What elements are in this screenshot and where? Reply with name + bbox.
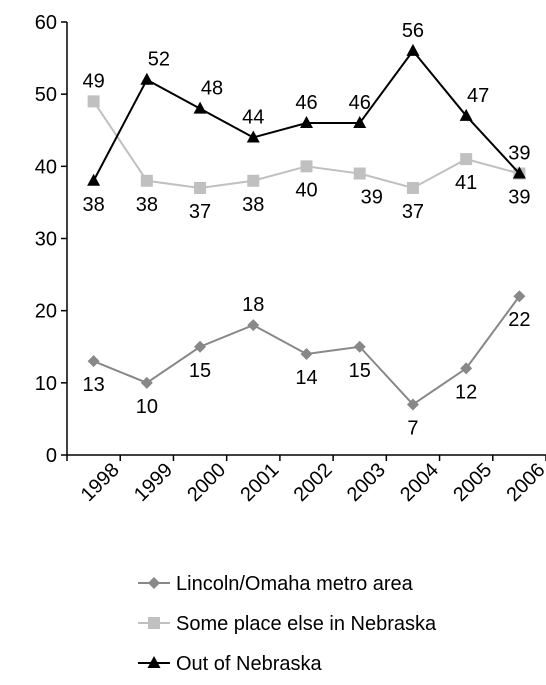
data-label: 14 — [295, 367, 317, 389]
data-point — [87, 355, 100, 368]
legend-marker — [147, 656, 161, 668]
x-tick-label: 2001 — [236, 459, 283, 506]
series-layer — [87, 43, 526, 411]
data-label: 46 — [295, 92, 317, 114]
data-label: 38 — [136, 194, 158, 216]
data-point — [406, 398, 419, 411]
data-label: 38 — [82, 194, 104, 216]
legend-label: Lincoln/Omaha metro area — [176, 573, 414, 595]
legend-entry: Out of Nebraska — [138, 653, 323, 675]
data-point — [406, 43, 420, 56]
data-point — [353, 116, 367, 129]
x-tick-label: 2005 — [449, 459, 496, 506]
legend-entry: Lincoln/Omaha metro area — [138, 573, 414, 595]
data-point — [194, 181, 207, 194]
y-tick-label: 30 — [35, 229, 57, 251]
legend-marker — [148, 617, 160, 629]
data-label: 39 — [508, 187, 530, 209]
data-label: 47 — [467, 85, 489, 107]
data-label: 40 — [295, 179, 317, 201]
data-point — [194, 340, 207, 353]
data-label: 15 — [349, 360, 371, 382]
data-point — [300, 116, 313, 129]
data-label: 22 — [508, 309, 530, 331]
data-label: 52 — [148, 49, 170, 71]
series-0 — [87, 290, 526, 411]
x-tick-label: 2006 — [503, 459, 546, 506]
data-label: 49 — [82, 70, 104, 92]
data-label: 38 — [242, 194, 264, 216]
data-label: 18 — [242, 294, 264, 316]
data-point — [140, 376, 153, 389]
data-label: 37 — [402, 201, 424, 223]
y-tick-label: 20 — [35, 301, 57, 323]
data-label: 48 — [201, 78, 223, 100]
legend-entry: Some place else in Nebraska — [138, 613, 437, 635]
data-label: 10 — [136, 396, 158, 418]
data-point — [460, 153, 473, 166]
data-label: 12 — [455, 381, 477, 403]
data-point — [247, 319, 260, 332]
data-point — [140, 174, 153, 187]
y-tick-label: 40 — [35, 156, 57, 178]
data-point — [247, 174, 260, 187]
data-point — [459, 108, 473, 121]
x-tick-label: 2002 — [290, 459, 337, 506]
data-label: 7 — [407, 417, 418, 439]
data-point — [140, 72, 154, 85]
data-label: 15 — [189, 360, 211, 382]
data-label: 56 — [402, 20, 424, 42]
data-label: 44 — [242, 106, 264, 128]
data-point — [353, 167, 366, 180]
x-tick-label: 2004 — [396, 459, 443, 506]
series-1 — [87, 95, 526, 194]
data-label: 39 — [361, 187, 383, 209]
y-tick-label: 0 — [46, 445, 57, 467]
data-label: 39 — [508, 143, 530, 165]
x-tick-label: 1999 — [130, 459, 177, 506]
data-labels-layer: 13 10 15 18 14 15 7 12 22 49 38 37 38 40 39 37 41 39 38 52 4… — [82, 20, 530, 440]
x-tick-label: 2003 — [343, 459, 390, 506]
data-point — [513, 290, 526, 303]
legend-label: Some place else in Nebraska — [176, 613, 437, 635]
data-point — [246, 130, 260, 143]
data-label: 41 — [455, 172, 477, 194]
x-tick-label: 2000 — [183, 459, 230, 506]
data-point — [353, 340, 366, 353]
x-tick-label: 1998 — [77, 459, 124, 506]
data-point — [87, 95, 100, 108]
data-point — [300, 160, 313, 173]
data-point — [460, 362, 473, 375]
data-label: 37 — [189, 201, 211, 223]
data-label: 13 — [82, 374, 104, 396]
data-point — [406, 181, 419, 194]
legend-marker — [148, 577, 160, 589]
data-label: 46 — [349, 92, 371, 114]
data-point — [512, 166, 526, 179]
data-point — [193, 101, 207, 114]
legend-label: Out of Nebraska — [176, 653, 323, 675]
data-point — [300, 347, 313, 360]
y-tick-label: 10 — [35, 373, 57, 395]
data-point — [87, 173, 101, 186]
y-tick-label: 50 — [35, 84, 57, 106]
y-tick-label: 60 — [35, 12, 57, 34]
series-2 — [87, 43, 526, 186]
chart-legend: Lincoln/Omaha metro area Some place else … — [138, 573, 437, 675]
